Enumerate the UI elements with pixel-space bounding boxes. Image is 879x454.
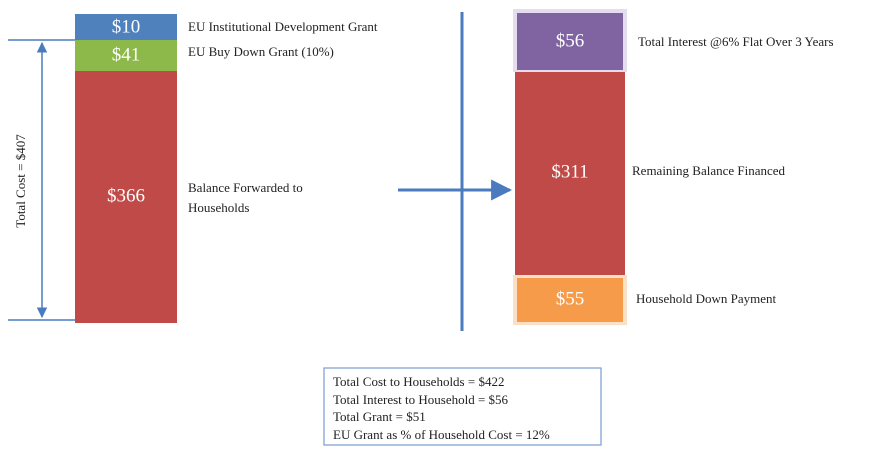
description-line: Households	[188, 200, 249, 215]
segment-interest	[517, 13, 623, 70]
segment-balance	[75, 71, 177, 323]
summary-box	[323, 367, 602, 446]
segment-value: $41	[112, 44, 141, 65]
total-label: Total Cost = $407	[13, 134, 28, 228]
summary-line: EU Grant as % of Household Cost = 12%	[333, 427, 550, 442]
segment-description: Total Interest @6% Flat Over 3 Years	[638, 34, 834, 49]
segment-value: $366	[107, 185, 145, 206]
segment-grant	[75, 14, 177, 40]
segment-downpayment	[517, 278, 623, 322]
description-line: Balance Forwarded to	[188, 180, 303, 195]
segment-description: Balance Forwarded to Households	[188, 180, 306, 215]
segment-description: EU Buy Down Grant (10%)	[188, 44, 334, 59]
segment-financed	[515, 72, 625, 275]
segment-description: EU Institutional Development Grant	[188, 19, 378, 34]
segment-value: $55	[556, 288, 585, 309]
segment-value: $311	[551, 161, 588, 182]
summary-line: Total Interest to Household = $56	[333, 392, 509, 407]
segment-value: $10	[112, 16, 141, 37]
summary-line: Total Cost to Households = $422	[333, 374, 504, 389]
segment-value: $56	[556, 30, 585, 51]
segment-buydown	[75, 40, 177, 71]
summary-line: Total Grant = $51	[333, 409, 426, 424]
segment-description: Remaining Balance Financed	[632, 163, 786, 178]
segment-description: Household Down Payment	[636, 291, 776, 306]
